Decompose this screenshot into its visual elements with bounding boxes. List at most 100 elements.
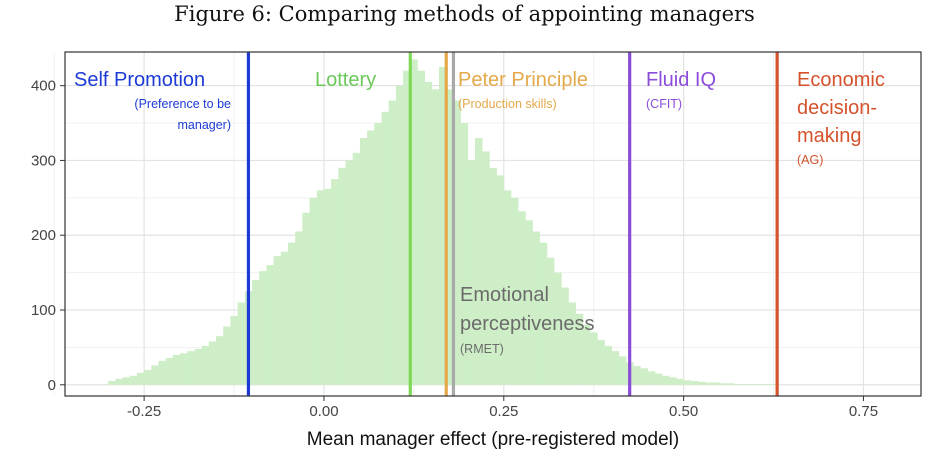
fluid-iq-sublabel: (CFIT) [646,97,682,111]
histogram-bar [144,369,152,385]
histogram-bar [223,326,231,385]
histogram-bar [230,315,238,385]
histogram-bar [698,381,706,385]
histogram-bar [266,265,274,385]
histogram-bar [108,381,116,385]
histogram-bar [669,377,677,385]
histogram-bar [172,354,181,385]
plot-panel-border [64,51,922,397]
x-tick-label: -0.25 [127,403,161,420]
histogram-bar [302,212,310,385]
histogram-bar [561,287,569,385]
emotional-label-line2: perceptiveness [460,313,595,335]
histogram-bar [151,365,159,385]
histogram-bar [647,371,656,385]
histogram-bar [640,368,648,385]
histogram-bar [690,381,699,385]
figure-caption: Figure 6: Comparing methods of appointin… [174,2,755,26]
y-tick-label: 0 [48,377,56,394]
histogram-bar [633,366,641,385]
histogram-bar [539,242,548,385]
x-tick-label: 0.50 [669,403,698,420]
histogram-bar [122,377,131,385]
y-tick-label: 400 [31,78,56,95]
histogram-bar [129,375,138,385]
histogram-bar [187,351,195,385]
y-tick-label: 100 [31,302,56,319]
x-tick-label: 0.00 [309,403,338,420]
histogram-bar [359,138,368,385]
histogram-bar [316,190,325,385]
histogram-bar [460,123,469,385]
histogram-bar [733,384,742,385]
self-promotion-sublabel-2: manager) [178,118,232,132]
histogram-bar [252,280,260,385]
histogram-bar [676,378,684,385]
histogram-bar [216,336,224,385]
histogram-bar [510,197,519,385]
emotional-label-line1: Emotional [460,284,549,306]
histogram-bar [323,188,332,385]
x-tick-label: 0.25 [489,403,518,420]
histogram-bar [381,111,389,385]
peter-principle-label: Peter Principle [458,69,588,91]
histogram-bar [309,197,318,385]
histogram-bar [604,345,612,385]
histogram-bar [590,332,598,385]
fluid-iq-label: Fluid IQ [646,69,716,91]
histogram-bar [726,383,735,385]
histogram-bar [712,382,720,385]
histogram-bar [453,100,461,385]
histogram-bar [331,179,339,385]
histogram-bar [259,271,267,385]
histogram-bar [424,81,433,385]
histogram-bar [748,384,756,385]
histogram-bar [755,384,764,385]
histogram-bar [439,66,447,385]
histogram-bar [208,341,217,385]
histogram-bar [280,251,289,385]
reference-lines [246,52,779,396]
histogram-bar [287,242,296,385]
histogram-bar [201,345,210,385]
histogram-bar [618,356,627,385]
econ-label-line1: Economic [797,69,885,91]
histogram-bar [518,211,526,385]
histogram-bar [525,220,533,385]
histogram-bar [503,190,512,385]
emotional-sublabel: (RMET) [460,342,504,356]
histogram-bar [546,257,555,385]
histogram-bar [338,167,346,385]
histogram-bar [158,360,167,385]
histogram-bar [295,231,303,385]
histogram-bar [683,380,692,385]
self-promotion-sublabel-1: (Preference to be [134,97,231,111]
histogram-bar [374,123,382,385]
histogram-bar [769,384,778,385]
annotations: Self Promotion (Preference to be manager… [74,69,885,356]
histogram-bar [410,59,418,385]
histogram-bar [115,378,123,385]
x-tick-label: 0.75 [849,403,878,420]
econ-label-line2: decision- [797,97,877,119]
histogram-bar [388,100,397,385]
histogram-bar [741,384,749,385]
histogram-bar [417,70,425,385]
histogram-bar [403,70,411,385]
y-tick-label: 200 [31,227,56,244]
histogram-bar [367,130,375,385]
histogram-bar [489,167,497,385]
histogram-bar [554,272,562,385]
histogram-bar [482,151,490,385]
histogram-bar [597,339,605,385]
histogram-bar [352,152,361,385]
histogram-bar [762,384,771,385]
histogram-bar [431,89,440,385]
histogram-bar [662,375,670,385]
histogram-bar [180,353,188,385]
histogram-bar [532,231,541,385]
histogram-bar [611,351,620,385]
histogram-bar [475,138,483,385]
histogram-bar [395,85,404,385]
histogram-bar [496,175,505,385]
